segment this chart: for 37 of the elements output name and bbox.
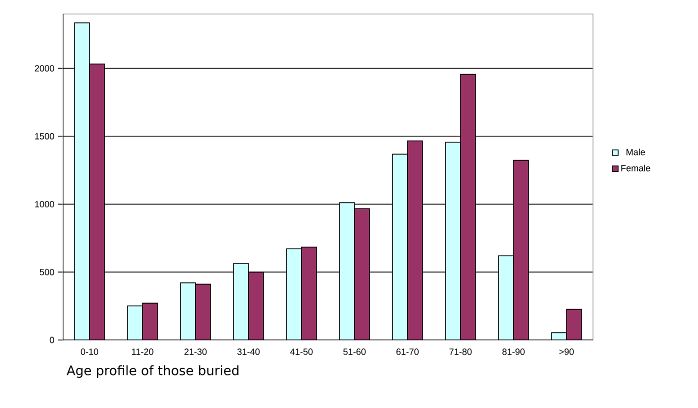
x-tick-label: 81-90 xyxy=(502,348,525,355)
y-tick-label: 500 xyxy=(40,268,54,276)
bar xyxy=(142,302,158,340)
text: Age profile of those buried xyxy=(66,365,238,378)
y-tick-label: 2000 xyxy=(34,65,54,72)
bar xyxy=(513,160,529,340)
bar xyxy=(127,306,143,340)
x-tick-label: 21-30 xyxy=(184,348,207,355)
x-tick-label: 41-50 xyxy=(290,348,313,355)
bar xyxy=(407,140,423,340)
bar xyxy=(301,246,317,340)
bar xyxy=(248,272,264,340)
bar xyxy=(233,263,249,340)
bar xyxy=(566,308,582,340)
bar xyxy=(74,22,90,340)
bar xyxy=(89,64,105,340)
x-tick-label: 11-20 xyxy=(132,348,154,355)
x-tick-label: 71-80 xyxy=(449,348,472,355)
bar xyxy=(392,154,408,340)
x-tick-label: 31-40 xyxy=(237,348,260,355)
bar xyxy=(339,202,355,340)
bar xyxy=(460,74,476,340)
x-tick-label: 51-60 xyxy=(343,348,366,355)
bar xyxy=(445,142,461,340)
y-tick-label: 0 xyxy=(50,336,54,344)
bar xyxy=(498,255,514,340)
bar xyxy=(195,284,211,340)
x-tick-label: 61-70 xyxy=(396,348,419,355)
legend-label: Female xyxy=(621,164,650,172)
bar xyxy=(180,282,196,340)
legend-label: Male xyxy=(626,148,645,156)
y-tick-label: 1000 xyxy=(35,200,54,208)
y-tick-label: 1500 xyxy=(35,133,54,140)
bar xyxy=(286,248,302,340)
x-tick-label: 0-10 xyxy=(80,348,98,355)
x-tick-label: >90 xyxy=(559,348,574,355)
bar xyxy=(354,208,370,340)
